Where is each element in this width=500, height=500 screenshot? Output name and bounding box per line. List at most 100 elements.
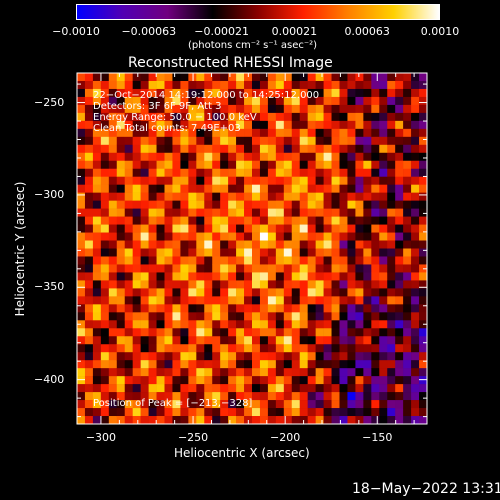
heatmap-cell — [283, 288, 293, 297]
heatmap-cell — [172, 304, 181, 313]
heatmap-cell — [140, 328, 149, 337]
heatmap-cell — [419, 392, 428, 401]
heatmap-cell — [236, 360, 245, 369]
heatmap-cell — [124, 248, 133, 257]
heatmap-cell — [339, 176, 348, 185]
heatmap-cell — [291, 144, 301, 154]
heatmap-cell — [228, 368, 237, 377]
heatmap-cell — [259, 416, 269, 425]
heatmap-cell — [379, 392, 388, 401]
heatmap-cell — [379, 168, 388, 178]
heatmap-cell — [212, 288, 221, 297]
heatmap-cell — [164, 200, 173, 209]
heatmap-cell — [323, 304, 332, 313]
heatmap-cell — [299, 240, 308, 249]
heatmap-cell — [116, 376, 126, 385]
heatmap-cell — [244, 104, 253, 114]
heatmap-cell — [212, 192, 221, 201]
heatmap-cell — [379, 112, 388, 122]
heatmap-cell — [244, 176, 253, 185]
heatmap-cell — [275, 240, 285, 249]
heatmap-cell — [339, 288, 348, 297]
heatmap-cell — [387, 120, 396, 130]
heatmap-cell — [339, 392, 348, 401]
heatmap-cell — [291, 248, 301, 257]
heatmap-cell — [77, 328, 86, 337]
heatmap-cell — [132, 96, 141, 106]
heatmap-cell — [387, 416, 396, 425]
heatmap-cell — [77, 160, 86, 170]
heatmap-cell — [299, 272, 308, 281]
heatmap-cell — [236, 160, 245, 170]
heatmap-cell — [204, 336, 213, 345]
heatmap-cell — [196, 104, 205, 114]
heatmap-cell — [379, 216, 388, 225]
heatmap-cell — [172, 368, 181, 377]
heatmap-cell — [124, 368, 133, 377]
heatmap-cell — [363, 200, 372, 209]
heatmap-cell — [140, 224, 149, 233]
heatmap-cell — [283, 320, 293, 329]
heatmap-cell — [77, 360, 86, 369]
heatmap-cell — [220, 192, 229, 201]
heatmap-cell — [395, 73, 404, 82]
heatmap-cell — [172, 392, 181, 401]
heatmap-cell — [387, 312, 396, 321]
heatmap-cell — [275, 400, 285, 409]
heatmap-cell — [132, 368, 141, 377]
heatmap-cell — [252, 208, 261, 217]
heatmap-cell — [212, 256, 221, 265]
heatmap-cell — [92, 376, 102, 385]
heatmap-cell — [204, 360, 213, 369]
x-tick-label: −300 — [85, 431, 117, 444]
heatmap-cell — [252, 104, 261, 114]
heatmap-cell — [92, 368, 102, 377]
heatmap-cell — [419, 73, 428, 82]
heatmap-cell — [204, 168, 213, 178]
heatmap-cell — [419, 88, 428, 98]
heatmap-cell — [180, 240, 189, 249]
heatmap-cell — [323, 224, 332, 233]
heatmap-cell — [259, 264, 269, 273]
heatmap-cell — [411, 416, 420, 425]
heatmap-cell — [411, 392, 420, 401]
heatmap-cell — [387, 328, 396, 337]
heatmap-cell — [132, 408, 141, 417]
heatmap-cell — [347, 256, 356, 265]
heatmap-cell — [204, 208, 213, 217]
heatmap-cell — [172, 240, 181, 249]
heatmap-cell — [275, 256, 285, 265]
heatmap-cell — [339, 184, 348, 193]
heatmap-cell — [148, 360, 157, 369]
heatmap-cell — [387, 192, 396, 201]
heatmap-cell — [323, 128, 332, 138]
heatmap-cell — [419, 144, 428, 154]
heatmap-cell — [116, 240, 126, 249]
heatmap-cell — [116, 248, 126, 257]
heatmap-cell — [188, 256, 197, 265]
heatmap-cell — [188, 112, 197, 122]
heatmap-cell — [77, 216, 86, 225]
heatmap-cell — [315, 384, 324, 393]
heatmap-cell — [124, 184, 133, 193]
heatmap-cell — [347, 224, 356, 233]
heatmap-cell — [204, 224, 213, 233]
heatmap-cell — [259, 80, 269, 90]
heatmap-cell — [228, 128, 237, 138]
heatmap-cell — [411, 200, 420, 209]
heatmap-cell — [132, 400, 141, 409]
heatmap-cell — [212, 104, 221, 114]
heatmap-cell — [132, 256, 141, 265]
heatmap-cell — [148, 384, 157, 393]
heatmap-cell — [419, 184, 428, 193]
heatmap-cell — [403, 336, 412, 345]
heatmap-cell — [212, 176, 221, 185]
heatmap-cell — [291, 80, 301, 90]
heatmap-cell — [307, 200, 316, 209]
heatmap-cell — [180, 160, 189, 170]
heatmap-cell — [339, 104, 348, 114]
heatmap-cell — [124, 80, 133, 90]
heatmap-cell — [236, 376, 245, 385]
heatmap-cell — [347, 280, 356, 289]
heatmap-cell — [228, 352, 237, 361]
